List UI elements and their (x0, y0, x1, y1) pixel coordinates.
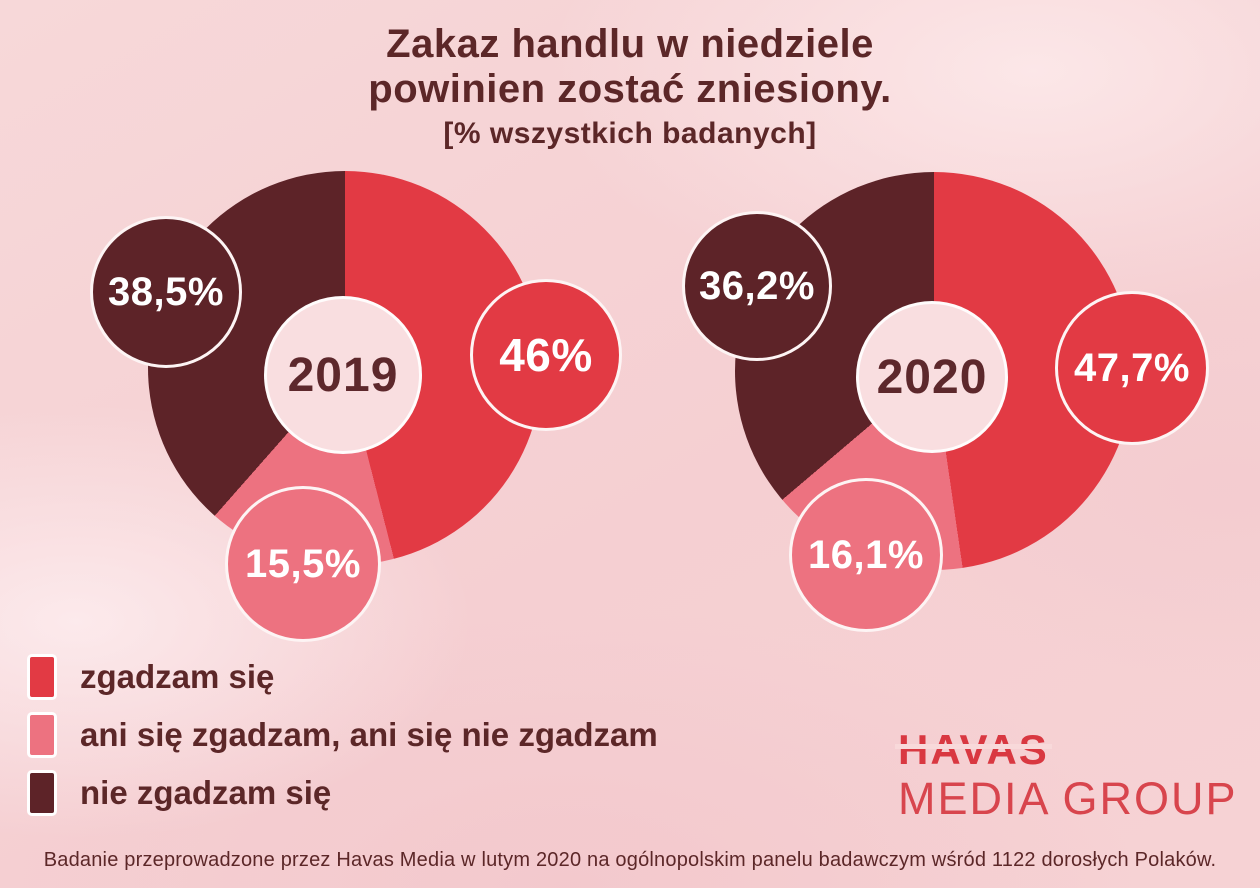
title-subtitle: [% wszystkich badanych] (443, 117, 817, 151)
legend-swatch-agree (27, 654, 57, 700)
legend-swatch-neutral (27, 712, 57, 758)
callout-2020-neutral: 16,1% (789, 478, 943, 632)
callout-value: 46% (499, 329, 593, 381)
legend-item-disagree: nie zgadzam się (27, 770, 658, 816)
donut-center-2020: 2020 (856, 301, 1008, 453)
footnote: Badanie przeprowadzone przez Havas Media… (43, 849, 1217, 871)
chart-title: Zakaz handlu w niedziele powinien zostać… (0, 22, 1260, 151)
legend-label-neutral: ani się zgadzam, ani się nie zgadzam (80, 716, 658, 753)
legend-swatch-disagree (27, 770, 57, 816)
callout-value: 16,1% (808, 532, 924, 577)
callout-2020-disagree: 36,2% (682, 211, 832, 361)
havas-media-group-logo: HAVAS MEDIA GROUP (895, 726, 1238, 824)
callout-value: 15,5% (245, 541, 361, 586)
logo-slice-decoration (895, 744, 1052, 749)
callout-2020-agree: 47,7% (1055, 291, 1209, 445)
legend-item-neutral: ani się zgadzam, ani się nie zgadzam (27, 712, 658, 758)
legend-item-agree: zgadzam się (27, 654, 658, 700)
callout-2019-neutral: 15,5% (225, 486, 381, 642)
legend-label-agree: zgadzam się (80, 658, 275, 695)
title-line-1: Zakaz handlu w niedziele (386, 22, 874, 66)
title-line-2: powinien zostać zniesiony. (368, 67, 892, 112)
legend-label-disagree: nie zgadzam się (80, 774, 332, 811)
media-group-wordmark: MEDIA GROUP (898, 773, 1238, 824)
havas-wordmark-text: HAVAS (898, 726, 1049, 773)
callout-2019-agree: 46% (470, 279, 622, 431)
legend: zgadzam się ani się zgadzam, ani się nie… (27, 654, 658, 828)
donut-center-2019: 2019 (264, 296, 422, 454)
callout-2019-disagree: 38,5% (90, 216, 242, 368)
callout-value: 36,2% (699, 263, 815, 308)
year-label-2020: 2020 (876, 350, 988, 404)
callout-value: 47,7% (1074, 345, 1190, 390)
havas-wordmark: HAVAS (895, 726, 1052, 773)
callout-value: 38,5% (108, 269, 224, 314)
year-label-2019: 2019 (287, 348, 399, 402)
